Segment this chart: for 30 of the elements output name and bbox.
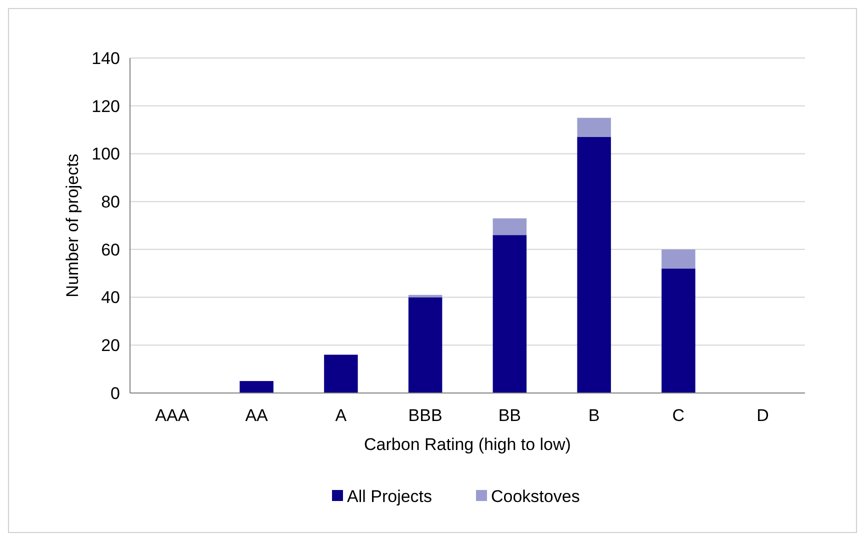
x-tick-label: BBB xyxy=(408,406,442,425)
x-tick-label: AAA xyxy=(155,406,190,425)
bar xyxy=(492,218,527,236)
y-axis-title: Number of projects xyxy=(63,154,82,298)
bar xyxy=(662,249,696,269)
bar xyxy=(577,118,611,137)
bar xyxy=(662,268,696,393)
x-tick-label: C xyxy=(672,406,685,425)
y-tick-label: 140 xyxy=(92,48,120,68)
legend-label: All Projects xyxy=(347,486,432,506)
bar xyxy=(240,381,274,393)
x-tick-label: D xyxy=(756,406,769,425)
y-tick-label: 60 xyxy=(101,240,120,260)
bar xyxy=(324,354,358,393)
bar xyxy=(408,294,442,298)
y-tick-label: 40 xyxy=(101,288,120,308)
bar xyxy=(577,136,611,393)
x-tick-label: AA xyxy=(245,406,269,425)
y-tick-label: 120 xyxy=(92,96,120,116)
bar xyxy=(492,235,527,393)
x-axis-title: Carbon Rating (high to low) xyxy=(364,435,571,454)
x-tick-label: A xyxy=(335,406,348,425)
x-tick-label: BB xyxy=(498,406,522,425)
x-tick-label: B xyxy=(588,406,600,425)
y-tick-label: 80 xyxy=(101,192,120,212)
bar xyxy=(408,297,442,393)
y-tick-label: 0 xyxy=(110,384,120,403)
y-tick-label: 20 xyxy=(101,336,120,356)
legend-label: Cookstoves xyxy=(491,486,580,506)
y-tick-label: 100 xyxy=(92,144,120,164)
